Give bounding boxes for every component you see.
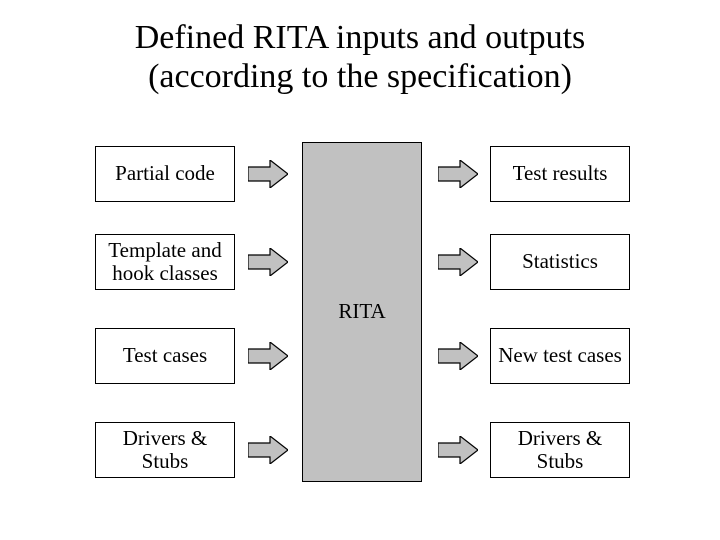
- output-label: Drivers & Stubs: [497, 427, 623, 473]
- arrow-right-icon: [248, 436, 288, 464]
- input-box-drivers-stubs: Drivers & Stubs: [95, 422, 235, 478]
- output-box-statistics: Statistics: [490, 234, 630, 290]
- arrow-right-icon: [438, 342, 478, 370]
- input-box-template-hook: Template and hook classes: [95, 234, 235, 290]
- input-label: Template and hook classes: [102, 239, 228, 285]
- arrow-right-icon: [248, 160, 288, 188]
- rita-label: RITA: [338, 300, 385, 323]
- diagram-container: RITA Partial code Template and hook clas…: [0, 130, 720, 510]
- output-label: Test results: [513, 162, 608, 185]
- arrow-right-icon: [438, 248, 478, 276]
- input-box-partial-code: Partial code: [95, 146, 235, 202]
- input-box-test-cases: Test cases: [95, 328, 235, 384]
- input-label: Test cases: [123, 344, 207, 367]
- input-label: Drivers & Stubs: [102, 427, 228, 473]
- output-label: New test cases: [498, 344, 622, 367]
- output-box-drivers-stubs: Drivers & Stubs: [490, 422, 630, 478]
- title-line-1: Defined RITA inputs and outputs: [135, 19, 586, 56]
- arrow-right-icon: [438, 160, 478, 188]
- output-box-new-test-cases: New test cases: [490, 328, 630, 384]
- rita-center-box: RITA: [302, 142, 422, 482]
- output-box-test-results: Test results: [490, 146, 630, 202]
- output-label: Statistics: [522, 250, 598, 273]
- arrow-right-icon: [248, 342, 288, 370]
- page-title: Defined RITA inputs and outputs (accordi…: [0, 0, 720, 96]
- input-label: Partial code: [115, 162, 215, 185]
- title-line-2: (according to the specification): [148, 58, 572, 95]
- arrow-right-icon: [438, 436, 478, 464]
- arrow-right-icon: [248, 248, 288, 276]
